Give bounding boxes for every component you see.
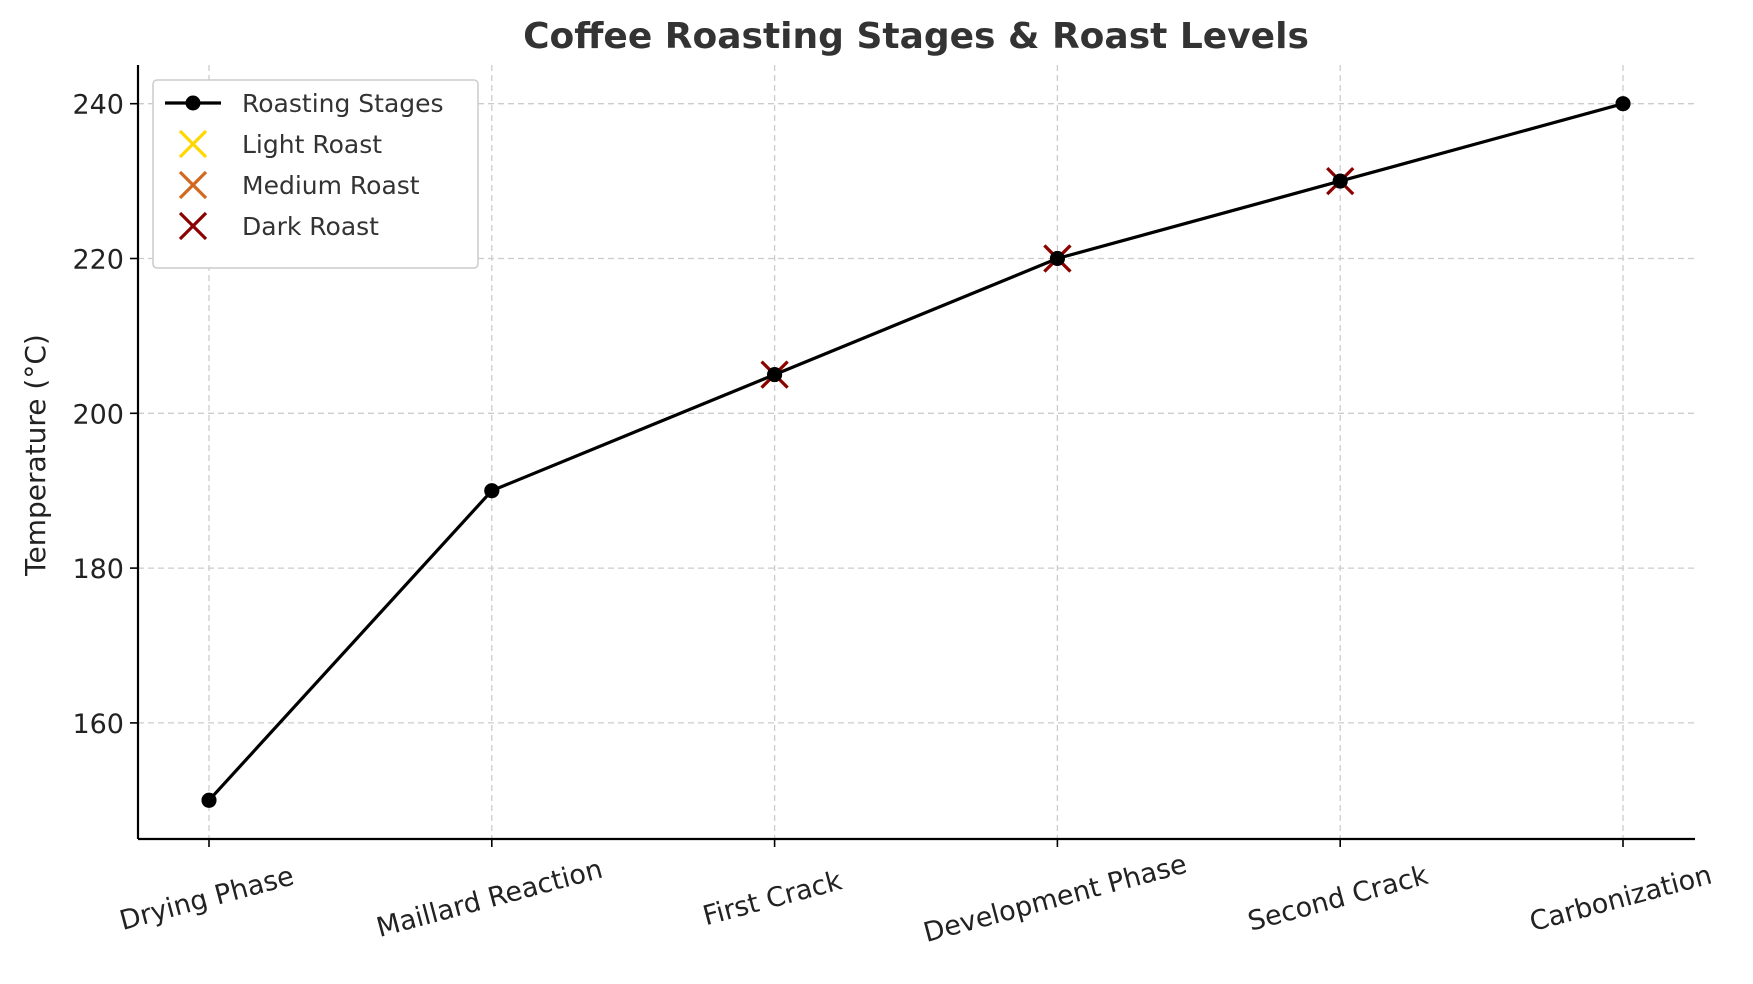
y-tick-label: 220: [72, 245, 124, 276]
y-axis-label: Temperature (°C): [19, 334, 52, 577]
data-point: [484, 483, 500, 499]
legend-x-swatch: [178, 170, 208, 200]
legend-point-swatch: [185, 95, 201, 111]
legend-label: Light Roast: [242, 130, 382, 159]
data-point: [201, 792, 217, 808]
series-line: [207, 102, 1624, 802]
legend-x-swatch: [178, 129, 208, 159]
y-tick-label: 180: [72, 554, 124, 585]
legend-entry: Roasting Stages: [165, 89, 444, 118]
legend-entry: Light Roast: [178, 129, 382, 159]
data-point: [1049, 251, 1065, 266]
legend: Roasting Stages Light Roast Medium Roast Da…: [152, 79, 479, 269]
legend-entry: Medium Roast: [178, 170, 420, 200]
y-tick-label: 240: [72, 90, 124, 121]
x-tick-label: Maillard Reaction: [373, 854, 606, 944]
data-point: [1615, 96, 1631, 112]
x-tick-label: Drying Phase: [116, 861, 297, 937]
grid: [138, 65, 1695, 839]
axes: [130, 65, 1695, 847]
legend-entry: Dark Roast: [178, 211, 379, 241]
y-tick-label: 200: [72, 399, 124, 430]
legend-label: Dark Roast: [242, 212, 379, 241]
series: [201, 96, 1631, 808]
legend-label: Medium Roast: [242, 171, 420, 200]
x-tick-label: Second Crack: [1245, 860, 1432, 938]
x-tick-label: First Crack: [700, 865, 846, 932]
y-tick-label: 160: [72, 709, 124, 740]
legend-label: Roasting Stages: [242, 89, 444, 118]
x-tick-label: Development Phase: [920, 849, 1190, 949]
x-tick-label: Carbonization: [1526, 860, 1715, 938]
legend-x-swatch: [178, 211, 208, 241]
legend-box: [152, 79, 479, 269]
chart-title: Coffee Roasting Stages & Roast Levels: [523, 16, 1309, 57]
data-point: [1332, 173, 1348, 189]
data-point: [767, 367, 783, 383]
